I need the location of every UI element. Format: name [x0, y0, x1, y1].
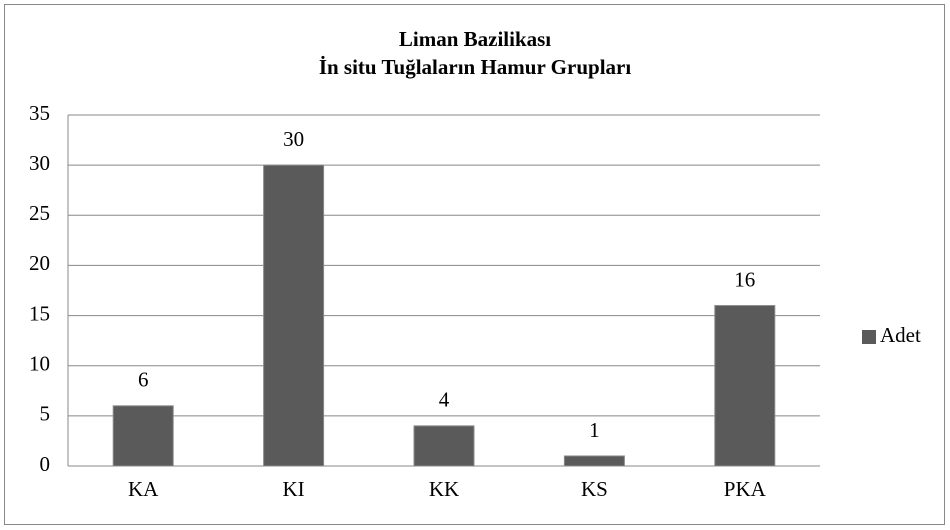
x-tick-label: KK	[429, 477, 459, 501]
y-tick-label: 25	[29, 201, 50, 225]
legend-swatch	[862, 330, 876, 344]
y-tick-label: 30	[29, 151, 50, 175]
y-tick-label: 10	[29, 352, 50, 376]
data-label: 30	[283, 127, 304, 151]
legend-label: Adet	[880, 323, 921, 347]
y-tick-label: 20	[29, 251, 50, 275]
y-tick-label: 0	[40, 452, 51, 476]
bar	[263, 164, 325, 467]
x-tick-label: PKA	[724, 477, 767, 501]
data-label: 6	[138, 368, 149, 392]
data-label: 16	[734, 267, 755, 291]
data-label: 4	[439, 388, 450, 412]
bar	[112, 405, 174, 467]
y-tick-label: 35	[29, 101, 50, 125]
bar	[714, 305, 776, 467]
bar	[563, 455, 625, 467]
x-tick-label: KS	[581, 477, 608, 501]
chart-title: Liman Bazilikası	[399, 27, 551, 51]
bar	[413, 425, 475, 467]
chart-subtitle: İn situ Tuğlaların Hamur Grupları	[319, 55, 632, 79]
x-tick-label: KI	[283, 477, 305, 501]
x-tick-label: KA	[128, 477, 159, 501]
data-label: 1	[589, 418, 600, 442]
y-tick-label: 5	[40, 402, 51, 426]
y-tick-label: 15	[29, 301, 50, 325]
